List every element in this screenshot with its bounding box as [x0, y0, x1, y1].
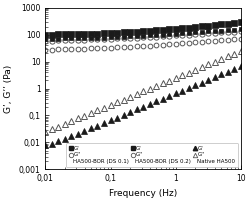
X-axis label: Frequency (Hz): Frequency (Hz)	[109, 189, 177, 198]
Y-axis label: G’, G’’ (Pa): G’, G’’ (Pa)	[4, 64, 13, 113]
Legend: G', G'', HA500-BOR (DS 0.1), G', G'', HA500-BOR (DS 0.2), G', G'', Native HA500: G', G'', HA500-BOR (DS 0.1), G', G'', HA…	[66, 143, 238, 167]
